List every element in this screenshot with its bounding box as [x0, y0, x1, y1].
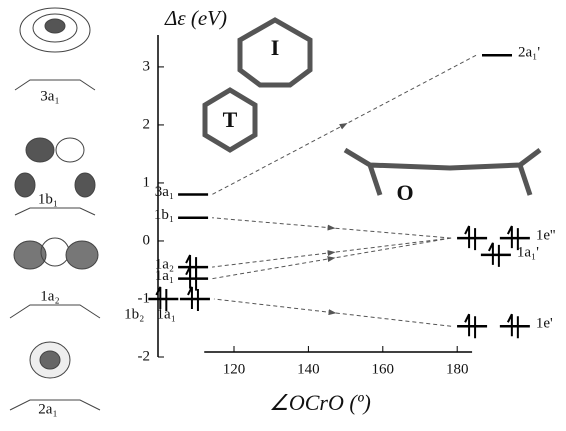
level-label: 1a₁' [517, 244, 539, 260]
y-tick-label: 2 [143, 116, 151, 132]
y-tick-label: 3 [143, 58, 151, 74]
orbital-label: 1a₂ [40, 288, 59, 304]
x-axis-label: ∠OCrO (º) [269, 390, 371, 415]
structure-label: T [223, 107, 238, 132]
level-label: 1e' [536, 316, 553, 332]
structure-label: I [271, 35, 280, 60]
y-tick-label: -2 [138, 348, 151, 364]
figure: Δε (eV) ∠OCrO (º) T I O 3a₁ 1b₁ 1a₂ 2a₁ … [0, 0, 566, 426]
level-label: 3a₁ [155, 184, 174, 200]
x-tick-label: 140 [297, 361, 320, 377]
y-tick-label: 0 [143, 232, 151, 248]
level-label: 1b₁ [154, 207, 174, 223]
level-label: 1a₁ [155, 268, 174, 284]
correlation-arrow [332, 238, 452, 258]
x-tick-label: 180 [446, 361, 469, 377]
y-tick-label: 1 [143, 174, 151, 190]
level-label: 1b₂ [124, 306, 144, 322]
structures-art [205, 20, 540, 195]
level-label: 2a₁' [518, 45, 540, 61]
y-axis-label: Δε (eV) [164, 6, 227, 30]
structure-label: O [396, 180, 413, 205]
orbital-label: 1b₁ [38, 191, 58, 207]
orbitals-art [10, 8, 100, 410]
orbital-label: 3a₁ [40, 88, 59, 104]
level-label: 1a₁ [157, 306, 176, 322]
x-tick-label: 160 [372, 361, 395, 377]
level-label: 1e'' [536, 228, 556, 244]
y-tick-label: -1 [138, 290, 151, 306]
x-tick-label: 120 [223, 361, 246, 377]
orbital-label: 2a₁ [38, 401, 57, 417]
